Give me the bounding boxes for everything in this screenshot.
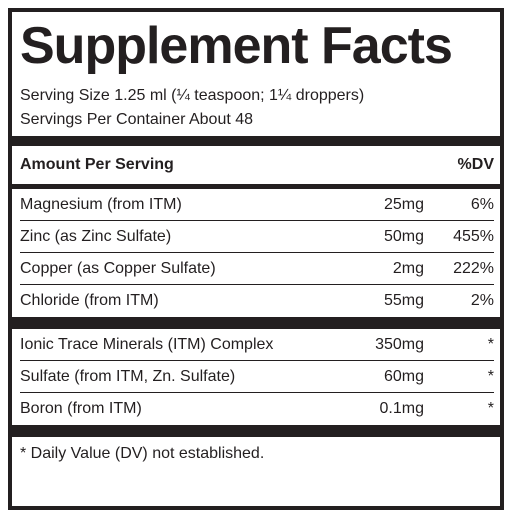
nutrient-name: Zinc (as Zinc Sulfate) xyxy=(20,227,172,245)
table-header: Amount Per Serving %DV xyxy=(20,146,494,184)
table-row: Boron (from ITM) 0.1mg * xyxy=(20,393,494,425)
nutrient-amount: 55mg xyxy=(383,292,424,309)
nutrient-amount: 50mg xyxy=(383,227,424,245)
table-row: Zinc (as Zinc Sulfate) 50mg 455% xyxy=(20,221,494,253)
divider-medium xyxy=(12,184,500,189)
table-row: Ionic Trace Minerals (ITM) Complex 350mg… xyxy=(20,329,494,361)
nutrient-dv: 222% xyxy=(453,259,494,277)
header-amount-label: Amount Per Serving xyxy=(20,156,174,173)
nutrient-dv: 6% xyxy=(470,195,494,213)
footnote: * Daily Value (DV) not established. xyxy=(20,445,265,462)
servings-per-container: Servings Per Container About 48 xyxy=(20,111,254,128)
nutrient-name: Chloride (from ITM) xyxy=(20,292,159,309)
table-row: Magnesium (from ITM) 25mg 6% xyxy=(20,189,494,221)
nutrient-name: Ionic Trace Minerals (ITM) Complex xyxy=(20,335,274,353)
nutrient-amount: 2mg xyxy=(392,259,424,277)
panel-title: Supplement Facts xyxy=(20,17,453,75)
nutrient-dv: * xyxy=(487,335,494,353)
divider-thick xyxy=(12,136,500,146)
nutrient-amount: 0.1mg xyxy=(379,400,424,417)
nutrient-name: Copper (as Copper Sulfate) xyxy=(20,259,216,277)
nutrient-name: Boron (from ITM) xyxy=(20,400,142,417)
nutrient-name: Sulfate (from ITM, Zn. Sulfate) xyxy=(20,367,236,385)
nutrient-dv: 2% xyxy=(470,292,494,309)
nutrient-name: Magnesium (from ITM) xyxy=(20,195,182,213)
divider-section xyxy=(12,317,500,329)
nutrient-dv: * xyxy=(487,400,494,417)
nutrient-dv: 455% xyxy=(453,227,494,245)
table-row: Sulfate (from ITM, Zn. Sulfate) 60mg * xyxy=(20,361,494,393)
header-dv-label: %DV xyxy=(457,156,494,173)
nutrient-dv: * xyxy=(487,367,494,385)
serving-size: Serving Size 1.25 ml (¼ teaspoon; 1¼ dro… xyxy=(20,87,365,104)
supplement-facts-panel: Supplement Facts Serving Size 1.25 ml (¼… xyxy=(8,8,504,510)
divider-section xyxy=(12,425,500,437)
nutrient-amount: 60mg xyxy=(383,367,424,385)
nutrient-amount: 350mg xyxy=(375,335,424,353)
table-row: Copper (as Copper Sulfate) 2mg 222% xyxy=(20,253,494,285)
nutrient-amount: 25mg xyxy=(383,195,424,213)
table-row: Chloride (from ITM) 55mg 2% xyxy=(20,285,494,317)
